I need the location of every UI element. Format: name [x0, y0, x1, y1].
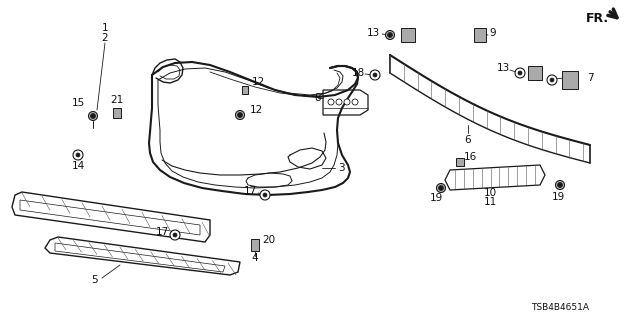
- Circle shape: [387, 33, 392, 37]
- Polygon shape: [474, 28, 486, 42]
- Circle shape: [370, 70, 380, 80]
- Circle shape: [260, 190, 270, 200]
- Circle shape: [336, 99, 342, 105]
- Text: 14: 14: [72, 161, 84, 171]
- Circle shape: [436, 183, 445, 193]
- Text: 21: 21: [110, 95, 124, 105]
- Text: 18: 18: [351, 68, 365, 78]
- Text: 7: 7: [587, 73, 593, 83]
- Text: 16: 16: [463, 152, 477, 162]
- Polygon shape: [456, 158, 464, 166]
- Polygon shape: [528, 66, 542, 80]
- Polygon shape: [251, 239, 259, 251]
- Circle shape: [88, 111, 97, 121]
- Circle shape: [237, 113, 243, 117]
- Text: 11: 11: [483, 197, 497, 207]
- Text: 2: 2: [102, 33, 108, 43]
- Text: 12: 12: [250, 105, 262, 115]
- Polygon shape: [242, 86, 248, 94]
- Circle shape: [373, 73, 377, 77]
- Circle shape: [438, 186, 444, 190]
- Text: 13: 13: [497, 63, 509, 73]
- Polygon shape: [562, 71, 578, 89]
- Circle shape: [547, 75, 557, 85]
- Circle shape: [90, 114, 95, 118]
- Circle shape: [263, 193, 267, 197]
- Text: 19: 19: [429, 193, 443, 203]
- Text: 15: 15: [72, 98, 84, 108]
- Circle shape: [344, 99, 350, 105]
- Text: 10: 10: [483, 188, 497, 198]
- Circle shape: [557, 182, 563, 188]
- Text: 1: 1: [102, 23, 108, 33]
- Circle shape: [518, 71, 522, 75]
- Text: 3: 3: [338, 163, 344, 173]
- Circle shape: [236, 110, 244, 119]
- Text: 20: 20: [262, 235, 276, 245]
- Text: 12: 12: [252, 77, 264, 87]
- Text: 4: 4: [252, 253, 259, 263]
- Text: 5: 5: [92, 275, 99, 285]
- Text: FR.: FR.: [586, 12, 609, 25]
- Text: 19: 19: [552, 192, 564, 202]
- Text: 6: 6: [465, 135, 471, 145]
- Circle shape: [170, 230, 180, 240]
- Circle shape: [385, 30, 394, 39]
- Polygon shape: [113, 108, 121, 118]
- Circle shape: [73, 150, 83, 160]
- Polygon shape: [401, 28, 415, 42]
- Circle shape: [515, 68, 525, 78]
- Circle shape: [556, 180, 564, 189]
- Circle shape: [550, 78, 554, 82]
- Circle shape: [328, 99, 334, 105]
- Circle shape: [76, 153, 80, 157]
- Text: 13: 13: [366, 28, 380, 38]
- Circle shape: [352, 99, 358, 105]
- Text: 17: 17: [156, 227, 168, 237]
- Text: 17: 17: [243, 186, 257, 196]
- Text: 8: 8: [315, 93, 321, 103]
- Text: 9: 9: [490, 28, 496, 38]
- Circle shape: [173, 233, 177, 237]
- Text: TSB4B4651A: TSB4B4651A: [531, 303, 589, 313]
